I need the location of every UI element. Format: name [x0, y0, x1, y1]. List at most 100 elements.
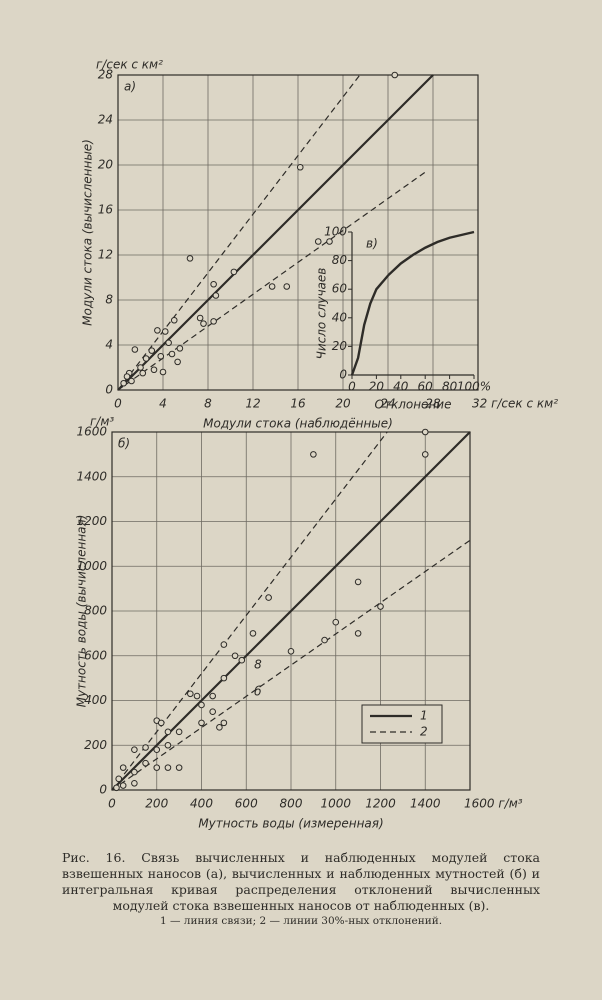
y-tick-label: 1400	[76, 469, 107, 483]
x-tick-label: 12	[245, 397, 260, 411]
data-point	[209, 692, 216, 700]
y-tick-label: 400	[84, 693, 107, 707]
x-tick-label: 8	[204, 397, 212, 411]
x-tick-label: 600	[235, 797, 258, 811]
x-tick-label: 16	[290, 397, 306, 411]
data-point	[209, 708, 216, 715]
data-point	[187, 690, 194, 698]
y-axis-label: Число случаев	[315, 268, 329, 360]
data-point	[354, 630, 362, 637]
data-point	[113, 784, 120, 792]
data-point	[326, 238, 333, 245]
data-point	[230, 268, 238, 276]
data-point	[174, 358, 181, 366]
x-tick-label: 60	[418, 380, 434, 394]
y-tick-label: 40	[332, 310, 348, 324]
x-tick-label: 1600 г/м³	[464, 797, 523, 811]
data-point	[120, 379, 127, 387]
data-point	[119, 782, 127, 789]
data-point	[332, 618, 340, 626]
data-point	[150, 366, 158, 374]
data-point	[123, 373, 131, 380]
panel-label-bg	[120, 77, 144, 97]
x-tick-label: 400	[190, 797, 213, 811]
y-tick-label: 4	[105, 338, 113, 352]
y-tick-label: 20	[332, 339, 348, 353]
y-tick-label: 60	[332, 282, 348, 296]
x-axis-label: Модули стока (наблюдённые)	[203, 417, 393, 431]
relation-line	[111, 431, 388, 791]
plot-frame	[111, 431, 471, 791]
data-point	[137, 364, 144, 371]
y-tick-label: 200	[84, 738, 107, 752]
x-tick-label: 40	[393, 380, 409, 394]
y-tick-label: 80	[332, 253, 348, 267]
data-point	[196, 314, 204, 322]
x-axis-label: Мутность воды (измеренная)	[198, 817, 383, 831]
x-tick-label: 0	[108, 797, 116, 811]
data-point	[210, 318, 217, 325]
y-tick-label: 1200	[76, 514, 107, 528]
data-point	[283, 283, 291, 290]
relation-line	[111, 539, 471, 791]
relation-line	[117, 74, 434, 391]
panel-label: в)	[366, 237, 378, 251]
data-point	[421, 451, 429, 458]
distribution-curve	[350, 230, 475, 376]
data-point	[220, 719, 228, 727]
x-tick-label: 20	[369, 380, 385, 394]
x-tick-label: 24	[380, 397, 395, 411]
data-point	[161, 328, 169, 335]
caption: Рис. 16. Связь вычисленных и наблюденных…	[62, 850, 540, 913]
data-point	[265, 594, 272, 601]
data-point	[175, 728, 183, 736]
data-point	[198, 701, 205, 709]
y-tick-label: 16	[98, 203, 114, 217]
data-point	[200, 320, 207, 327]
legend-label: 1	[420, 709, 428, 723]
data-point	[142, 744, 149, 751]
data-point	[268, 283, 276, 290]
caption-note: 1 — линия связи; 2 — линии 30%-ных откло…	[159, 915, 443, 927]
data-point	[157, 352, 165, 360]
data-point	[220, 674, 228, 682]
x-tick-label: 800	[280, 797, 303, 811]
data-point	[231, 652, 239, 660]
data-point	[142, 355, 150, 362]
x-tick-label: 80	[442, 380, 458, 394]
x-tick-label: 1000	[320, 797, 351, 811]
data-point	[159, 368, 167, 376]
panel-label-bg	[114, 434, 138, 454]
panel-label: а)	[124, 80, 136, 94]
x-tick-label: 100%	[457, 380, 491, 394]
data-point	[119, 764, 127, 771]
x-tick-label: 0	[114, 397, 122, 411]
data-point	[220, 641, 228, 648]
y-tick-label: 0	[99, 783, 107, 797]
data-point	[176, 345, 184, 352]
data-point	[354, 578, 362, 586]
y-tick-label: 0	[339, 368, 347, 382]
y-tick-label: 100	[324, 225, 347, 239]
data-point	[170, 316, 178, 324]
data-point	[421, 428, 429, 436]
data-point	[139, 369, 147, 377]
y-axis-label: Мутность воды (вычисленная)	[75, 515, 89, 708]
data-point	[154, 327, 161, 334]
data-point	[131, 746, 138, 754]
x-tick-label: 28	[425, 397, 441, 411]
y-unit: г/м³	[90, 415, 114, 429]
legend-label: 2	[420, 725, 428, 739]
data-point	[212, 292, 220, 299]
y-tick-label: 24	[98, 113, 113, 127]
data-point	[296, 163, 304, 171]
data-point	[238, 656, 246, 664]
data-point	[157, 719, 165, 727]
panel-label: б)	[118, 437, 130, 451]
x-tick-label: 4	[159, 397, 167, 411]
relation-line	[117, 74, 361, 391]
data-point	[193, 692, 201, 700]
data-point	[168, 350, 176, 358]
data-point	[164, 728, 172, 736]
